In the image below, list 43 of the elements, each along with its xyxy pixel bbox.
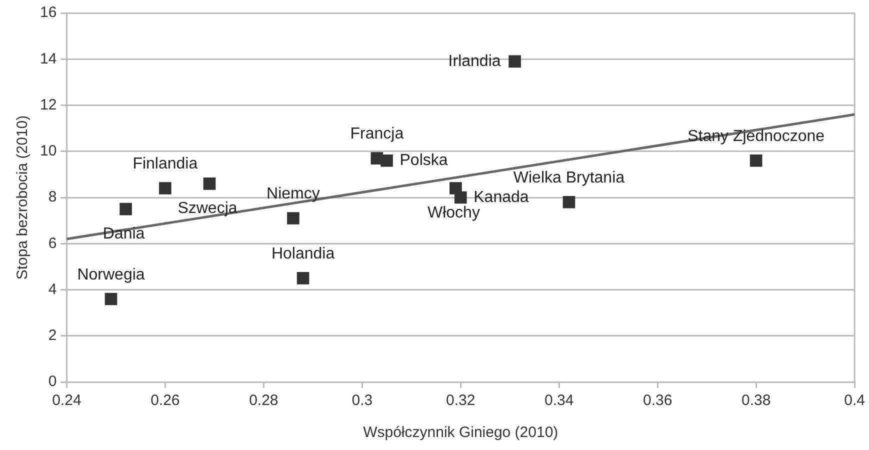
x-axis-title: Współczynnik Giniego (2010) bbox=[363, 424, 558, 442]
annotation: Kanada bbox=[474, 188, 529, 206]
annotation: Włochy bbox=[427, 204, 480, 222]
point bbox=[203, 178, 216, 190]
point bbox=[104, 292, 118, 306]
point bbox=[562, 196, 576, 208]
annotation: Polska bbox=[400, 152, 448, 170]
y-axis-title: Stopa bezrobocia (2010) bbox=[14, 115, 32, 280]
x-tick-label: 0.4 bbox=[844, 392, 866, 410]
y-tick-label: 8 bbox=[48, 188, 57, 206]
point bbox=[159, 182, 172, 194]
point bbox=[508, 55, 521, 68]
annotation: Norwegia bbox=[77, 266, 145, 284]
point bbox=[296, 272, 310, 284]
point bbox=[750, 154, 762, 167]
y-tick-label: 6 bbox=[48, 234, 57, 252]
x-tick-label: 0.34 bbox=[544, 392, 574, 410]
annotation: Holandia bbox=[271, 246, 335, 263]
x-tick-label: 0.36 bbox=[643, 392, 672, 410]
point bbox=[120, 202, 132, 216]
annotation: Niemcy bbox=[266, 186, 320, 203]
annotation: Finlandia bbox=[132, 156, 198, 173]
annotation: Wielka Brytania bbox=[513, 170, 625, 187]
point bbox=[380, 154, 393, 167]
y-tick-label: 0 bbox=[48, 373, 57, 390]
annotation: Szwecja bbox=[178, 200, 238, 218]
x-tick-label: 0.3 bbox=[352, 392, 373, 410]
x-tick-label: 0.26 bbox=[150, 392, 180, 410]
x-tick-label: 0.32 bbox=[446, 392, 476, 410]
annotation: Irlandia bbox=[448, 52, 501, 70]
y-tick-label: 16 bbox=[40, 4, 57, 22]
y-tick-label: 2 bbox=[48, 327, 57, 344]
annotation: Francja bbox=[350, 126, 404, 143]
point bbox=[454, 191, 467, 204]
annotation: Dania bbox=[102, 225, 145, 242]
x-tick-label: 0.38 bbox=[741, 392, 771, 410]
y-tick-label: 4 bbox=[48, 280, 57, 298]
x-tick-label: 0.28 bbox=[249, 392, 278, 410]
point bbox=[287, 212, 300, 224]
x-tick-label: 0.24 bbox=[52, 392, 82, 410]
y-tick-label: 14 bbox=[40, 50, 57, 68]
y-tick-label: 12 bbox=[40, 96, 57, 114]
y-tick-label: 10 bbox=[40, 142, 57, 160]
